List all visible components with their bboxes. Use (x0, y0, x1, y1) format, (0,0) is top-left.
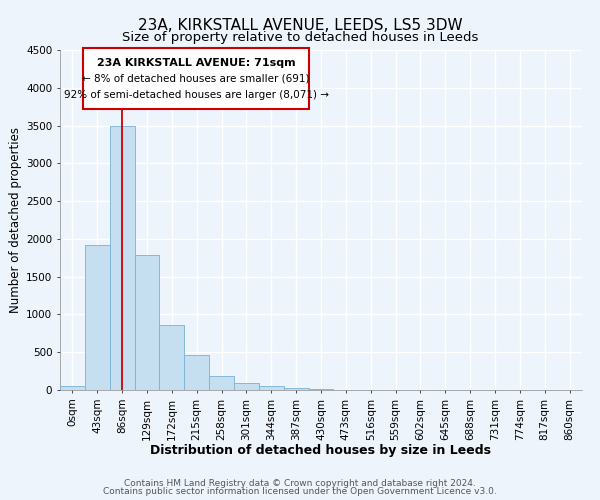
Bar (160, 325, 184, 390)
Text: Contains HM Land Registry data © Crown copyright and database right 2024.: Contains HM Land Registry data © Crown c… (124, 479, 476, 488)
Text: ← 8% of detached houses are smaller (691): ← 8% of detached houses are smaller (691… (82, 74, 310, 84)
Bar (85, 245, 110, 390)
Bar (60, 386, 85, 390)
X-axis label: Distribution of detached houses by size in Leeds: Distribution of detached houses by size … (151, 444, 491, 457)
Text: 92% of semi-detached houses are larger (8,071) →: 92% of semi-detached houses are larger (… (64, 90, 329, 100)
Bar (209, 376, 234, 390)
Text: 23A, KIRKSTALL AVENUE, LEEDS, LS5 3DW: 23A, KIRKSTALL AVENUE, LEEDS, LS5 3DW (137, 18, 463, 32)
Bar (184, 355, 209, 390)
Text: 23A KIRKSTALL AVENUE: 71sqm: 23A KIRKSTALL AVENUE: 71sqm (97, 58, 295, 68)
Text: Contains public sector information licensed under the Open Government Licence v3: Contains public sector information licen… (103, 486, 497, 496)
Bar (110, 126, 134, 390)
Bar (308, 389, 334, 390)
Bar (234, 383, 259, 390)
Bar (134, 255, 160, 390)
Y-axis label: Number of detached properties: Number of detached properties (9, 127, 22, 313)
Bar (259, 386, 284, 390)
Text: Size of property relative to detached houses in Leeds: Size of property relative to detached ho… (122, 31, 478, 44)
Bar (284, 388, 308, 390)
FancyBboxPatch shape (83, 48, 308, 109)
